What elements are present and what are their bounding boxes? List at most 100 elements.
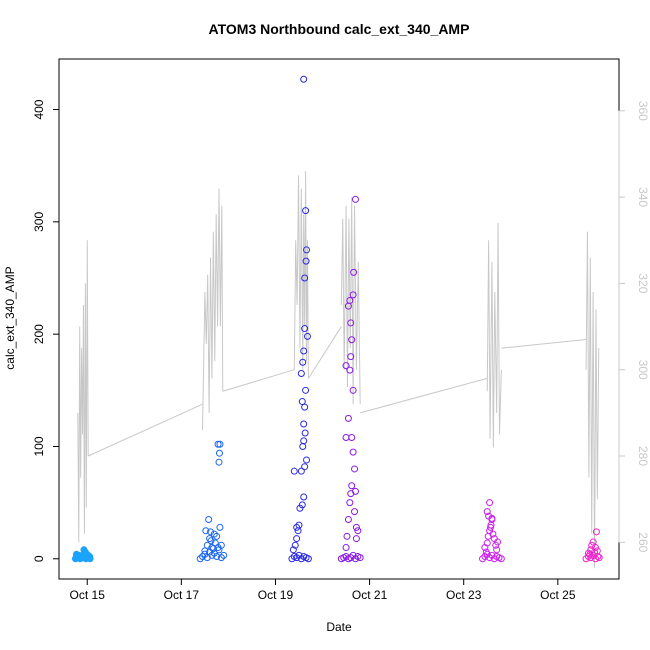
data-point xyxy=(81,548,89,556)
data-point xyxy=(356,554,364,562)
data-point xyxy=(493,546,501,554)
data-point xyxy=(297,369,305,377)
data-point xyxy=(297,555,305,563)
data-point xyxy=(300,437,308,445)
data-point xyxy=(300,420,308,428)
data-point xyxy=(303,456,311,464)
data-point xyxy=(349,291,357,299)
data-point xyxy=(350,268,358,276)
data-point xyxy=(290,467,298,475)
x-tick-label: Oct 15 xyxy=(70,588,106,602)
data-point xyxy=(302,386,310,394)
secondary-line-bridge xyxy=(87,403,203,457)
data-point xyxy=(483,508,491,516)
data-point xyxy=(207,528,215,536)
data-point xyxy=(216,523,224,531)
secondary-line-burst xyxy=(293,171,309,379)
data-point xyxy=(351,465,359,473)
y-tick-label: 200 xyxy=(32,324,46,344)
secondary-line-burst xyxy=(202,188,224,431)
data-point xyxy=(213,553,221,561)
data-point xyxy=(591,555,599,563)
data-point xyxy=(72,550,80,558)
data-point xyxy=(301,325,309,333)
data-point xyxy=(349,448,357,456)
x-tick-label: Oct 25 xyxy=(540,588,576,602)
secondary-line-bridge xyxy=(222,369,295,392)
data-point xyxy=(202,527,210,535)
data-point xyxy=(288,555,296,563)
y2-tick-label: 300 xyxy=(636,360,650,380)
secondary-line-bridge xyxy=(307,326,342,379)
data-point xyxy=(343,532,351,540)
data-point xyxy=(299,358,307,366)
data-point xyxy=(342,553,350,561)
data-point xyxy=(489,530,497,538)
points-layer xyxy=(71,75,603,563)
chart-title: ATOM3 Northbound calc_ext_340_AMP xyxy=(209,21,470,37)
data-point xyxy=(482,548,490,556)
data-point xyxy=(485,512,493,520)
data-point xyxy=(303,246,311,254)
data-point xyxy=(347,319,355,327)
secondary-line-layer xyxy=(77,171,600,569)
data-point xyxy=(201,547,209,555)
data-point xyxy=(351,195,359,203)
data-point xyxy=(302,257,310,265)
data-point xyxy=(196,555,204,563)
data-point xyxy=(304,555,312,563)
data-point xyxy=(293,554,301,562)
secondary-line-bridge xyxy=(501,339,587,349)
secondary-line-bridge xyxy=(360,377,488,414)
data-point xyxy=(303,332,311,340)
x-tick-label: Oct 23 xyxy=(446,588,482,602)
secondary-line-burst xyxy=(340,197,361,405)
data-point xyxy=(213,532,221,540)
data-point xyxy=(588,541,596,549)
data-point xyxy=(217,541,225,549)
data-point xyxy=(352,523,360,531)
data-point xyxy=(351,508,359,516)
data-point xyxy=(589,538,597,546)
data-point xyxy=(486,554,494,562)
data-point xyxy=(479,555,487,563)
data-point xyxy=(217,554,225,562)
data-point xyxy=(209,545,217,553)
data-point xyxy=(298,501,306,509)
data-point xyxy=(483,539,491,547)
data-point xyxy=(301,274,309,282)
data-point xyxy=(481,553,489,561)
y-tick-label: 100 xyxy=(32,436,46,456)
y2-tick-label: 260 xyxy=(636,532,650,552)
data-point xyxy=(592,528,600,536)
y2-tick-label: 320 xyxy=(636,273,650,293)
data-point xyxy=(300,75,308,83)
data-point xyxy=(347,353,355,361)
data-point xyxy=(302,207,310,215)
data-point xyxy=(490,555,498,563)
data-point xyxy=(215,458,223,466)
data-point xyxy=(216,440,224,448)
data-point xyxy=(582,555,590,563)
data-point xyxy=(354,527,362,535)
x-axis-label: Date xyxy=(326,620,352,634)
data-point xyxy=(349,386,357,394)
data-point xyxy=(291,541,299,549)
data-point xyxy=(86,555,94,563)
data-point xyxy=(347,554,355,562)
data-point xyxy=(487,523,495,531)
data-point xyxy=(289,546,297,554)
data-point xyxy=(297,467,305,475)
data-point xyxy=(199,553,207,561)
y-axis-label: calc_ext_340_AMP xyxy=(3,266,17,369)
x-tick-label: Oct 17 xyxy=(164,588,200,602)
data-point xyxy=(295,521,303,529)
data-point xyxy=(205,515,213,523)
data-point xyxy=(208,551,216,559)
data-point xyxy=(342,362,350,370)
data-point xyxy=(595,554,603,562)
data-point xyxy=(352,535,360,543)
y2-tick-label: 340 xyxy=(636,187,650,207)
